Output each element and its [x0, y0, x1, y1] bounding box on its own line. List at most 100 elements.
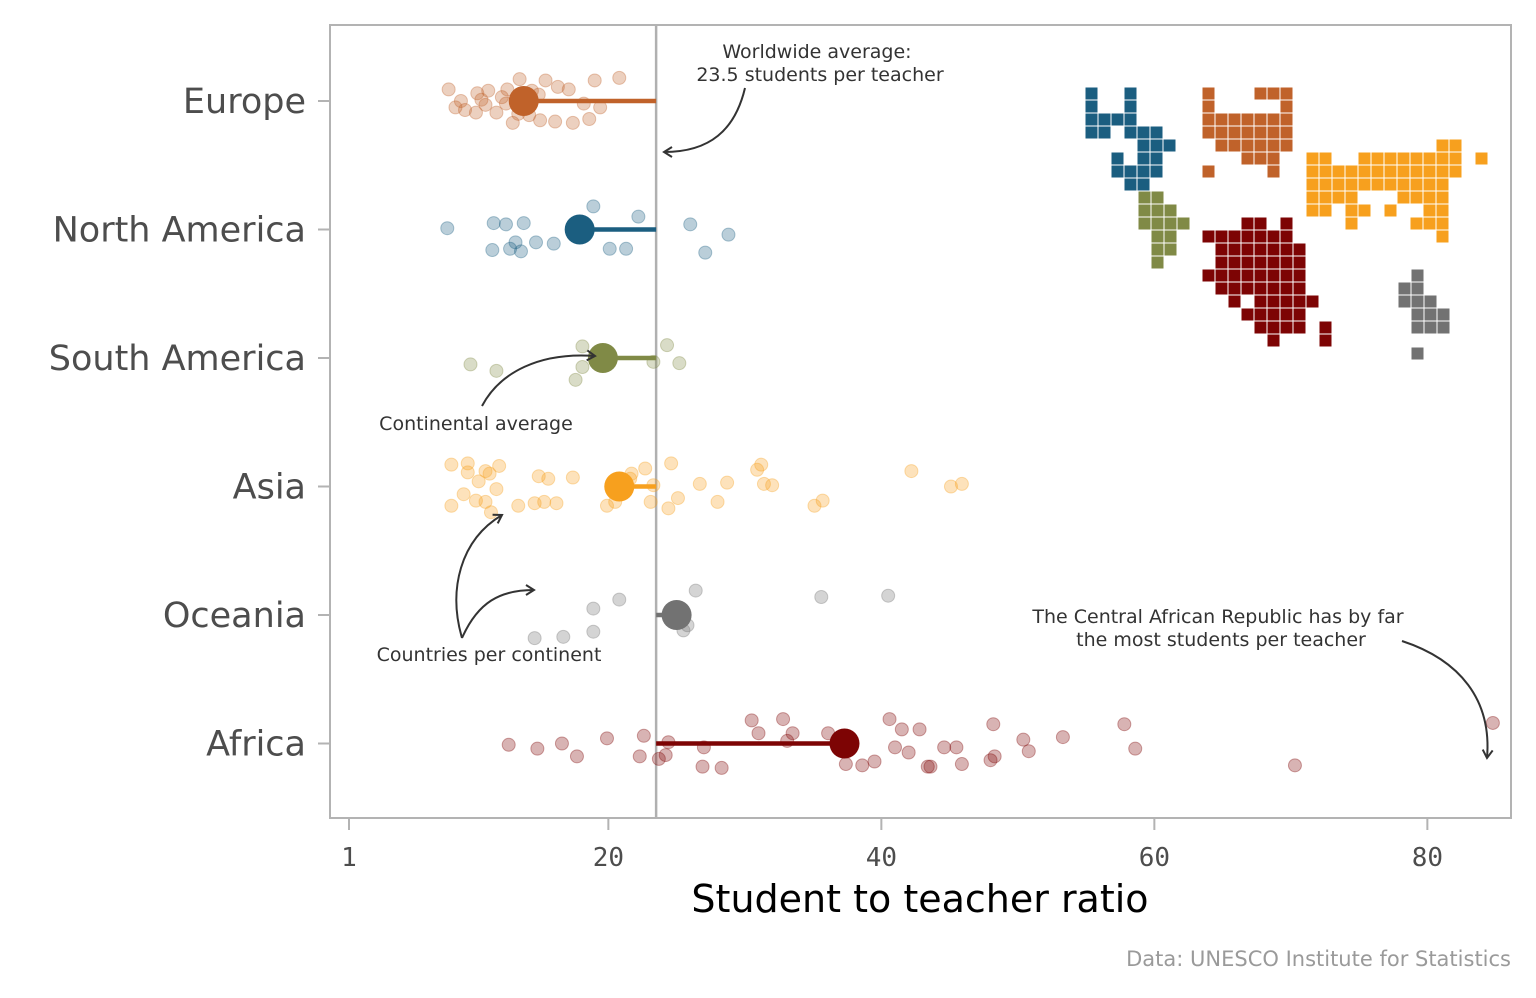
map-tile-asia-118 [1344, 216, 1359, 231]
country-point-africa-36 [1128, 741, 1143, 756]
map-tile-asia-79 [1383, 151, 1398, 166]
map-tile-oceania-184 [1397, 281, 1412, 296]
map-tile-asia-112 [1318, 203, 1333, 218]
y-axis: Europe North America South America Asia Ocea… [49, 82, 330, 765]
map-tile-oceania-188 [1423, 294, 1438, 309]
map-tile-south-america-59 [1150, 203, 1165, 218]
country-point-europe-8 [550, 79, 565, 94]
map-tile-africa-131 [1227, 229, 1242, 244]
map-tile-africa-147 [1266, 255, 1281, 270]
map-tile-africa-160 [1240, 281, 1255, 296]
map-tile-north-america-35 [1097, 112, 1112, 127]
map-tile-oceania-183 [1410, 268, 1425, 283]
country-point-south-america-4 [575, 339, 590, 354]
map-tile-north-america-47 [1149, 125, 1164, 140]
map-tile-africa-162 [1266, 281, 1281, 296]
country-point-oceania-1 [556, 629, 571, 644]
map-tile-europe-7 [1279, 138, 1294, 153]
map-tile-asia-116 [1422, 203, 1437, 218]
country-point-africa-12 [751, 726, 766, 741]
country-point-europe-28 [448, 100, 463, 115]
map-tile-asia-82 [1422, 151, 1437, 166]
map-tile-north-america-39 [1123, 112, 1138, 127]
country-point-asia-2 [460, 465, 475, 480]
map-tile-asia-94 [1331, 177, 1346, 192]
map-tile-africa-140 [1266, 242, 1281, 257]
map-tile-north-america-42 [1110, 151, 1125, 166]
country-point-europe-11 [612, 70, 627, 85]
country-point-north-america-15 [683, 217, 698, 232]
map-tile-europe-30 [1266, 164, 1281, 179]
map-tile-asia-101 [1422, 177, 1437, 192]
country-point-north-america-2 [486, 216, 501, 231]
country-point-africa-21 [894, 722, 909, 737]
map-tile-africa-152 [1227, 268, 1242, 283]
map-tile-asia-121 [1435, 216, 1450, 231]
country-point-asia-33 [765, 478, 780, 493]
x-axis-title: Student to teacher ratio [691, 877, 1148, 921]
map-tile-europe-8 [1266, 125, 1281, 140]
map-tile-europe-19 [1240, 125, 1255, 140]
map-tile-oceania-186 [1397, 294, 1412, 309]
country-point-africa-2 [554, 736, 569, 751]
map-tile-south-america-56 [1137, 190, 1152, 205]
country-point-asia-36 [815, 493, 830, 508]
map-tile-africa-157 [1292, 268, 1307, 283]
country-point-europe-0 [441, 82, 456, 97]
map-tile-africa-179 [1292, 320, 1307, 335]
country-point-africa-27 [949, 740, 964, 755]
country-point-europe-3 [481, 83, 496, 98]
country-point-africa-37 [1287, 758, 1302, 773]
country-point-oceania-9 [881, 588, 896, 603]
map-tile-south-america-58 [1137, 203, 1152, 218]
country-point-north-america-7 [516, 216, 531, 231]
x-tick-label-20: 20 [593, 843, 624, 873]
map-tile-oceania-195 [1410, 346, 1425, 361]
map-tile-africa-180 [1318, 320, 1333, 335]
country-point-europe-21 [565, 115, 580, 130]
country-point-south-america-3 [575, 359, 590, 374]
country-point-asia-11 [478, 464, 493, 479]
map-tile-north-america-36 [1097, 125, 1112, 140]
country-point-africa-20 [888, 740, 902, 755]
map-tile-asia-103 [1305, 190, 1320, 205]
map-tile-north-america-48 [1136, 138, 1151, 153]
y-tick-label-europe: Europe [183, 82, 306, 122]
map-tile-asia-108 [1409, 190, 1424, 205]
map-tile-asia-114 [1357, 203, 1372, 218]
map-tile-south-america-69 [1150, 255, 1165, 270]
map-tile-europe-15 [1266, 112, 1281, 127]
country-point-south-america-1 [489, 363, 504, 378]
map-tile-asia-89 [1422, 164, 1437, 179]
map-tile-south-america-61 [1137, 216, 1152, 231]
map-tile-south-america-62 [1150, 216, 1165, 231]
country-point-north-america-1 [485, 243, 500, 258]
map-tile-north-america-31 [1084, 86, 1099, 101]
map-tile-north-america-34 [1084, 125, 1099, 140]
map-tile-south-america-67 [1150, 242, 1165, 257]
country-point-north-america-4 [503, 241, 518, 256]
map-tile-europe-14 [1253, 112, 1268, 127]
country-point-europe-13 [468, 105, 483, 120]
country-point-africa-6 [636, 728, 651, 743]
map-tile-africa-176 [1253, 320, 1268, 335]
country-point-europe-2 [470, 86, 485, 101]
country-point-asia-28 [670, 491, 685, 506]
map-tile-asia-113 [1344, 203, 1359, 218]
country-point-africa-25 [923, 759, 938, 774]
map-tile-oceania-192 [1410, 320, 1425, 335]
country-point-oceania-0 [527, 631, 542, 646]
annotation-continental-average: Continental average [379, 349, 597, 435]
map-tile-africa-133 [1253, 229, 1268, 244]
country-point-africa-4 [599, 731, 614, 746]
map-tile-asia-102 [1435, 177, 1450, 192]
map-tile-asia-85 [1370, 164, 1385, 179]
country-point-africa-10 [714, 760, 729, 775]
map-tile-asia-95 [1344, 177, 1359, 192]
annotation-continental-average-arrow [481, 349, 597, 407]
map-tile-africa-170 [1305, 294, 1320, 309]
country-point-oceania-2 [586, 624, 601, 639]
map-tile-oceania-187 [1410, 294, 1425, 309]
country-point-south-america-6 [660, 338, 675, 353]
